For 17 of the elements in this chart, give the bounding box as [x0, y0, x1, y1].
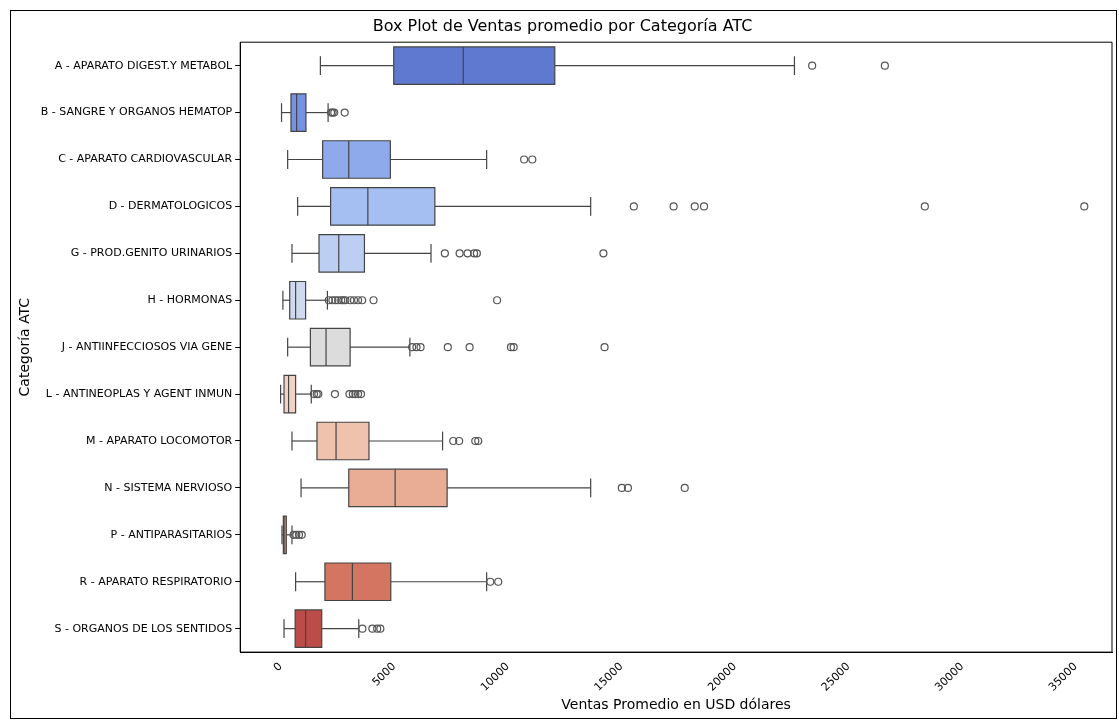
chart-title: Box Plot de Ventas promedio por Categoría ATC	[372, 15, 753, 35]
y-tick-label: A - APARATO DIGEST.Y METABOL	[54, 58, 234, 72]
y-axis-title: Categoría ATC	[16, 297, 33, 397]
y-tick-label: G - PROD.GENITO URINARIOS	[70, 246, 233, 260]
y-tick-label: P - ANTIPARASITARIOS	[110, 527, 233, 541]
y-tick-label: M - APARATO LOCOMOTOR	[86, 433, 233, 447]
y-tick-label: C - APARATO CARDIOVASCULAR	[58, 152, 233, 166]
y-tick-label: J - ANTIINFECCIOSOS VIA GENE	[60, 340, 233, 354]
x-tick-label: 0	[270, 659, 285, 674]
y-tick-label: D - DERMATOLOGICOS	[108, 199, 233, 213]
y-tick-label: R - APARATO RESPIRATORIO	[79, 574, 233, 588]
y-tick-label: H - HORMONAS	[147, 293, 233, 307]
y-tick-label: L - ANTINEOPLAS Y AGENT INMUN	[45, 386, 233, 400]
y-tick-label: S - ORGANOS DE LOS SENTIDOS	[54, 621, 233, 635]
x-axis-title: Ventas Promedio en USD dólares	[561, 696, 791, 713]
y-tick-label: N - SISTEMA NERVIOSO	[104, 480, 233, 494]
y-tick-label: B - SANGRE Y ORGANOS HEMATOP	[40, 105, 233, 119]
